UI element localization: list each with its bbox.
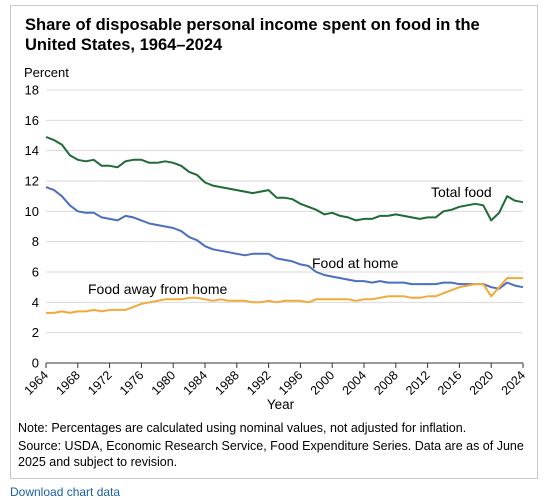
total-food-label: Total food <box>431 184 492 200</box>
x-tick-label: 1976 <box>117 368 147 398</box>
x-tick-label: 2012 <box>403 368 433 398</box>
x-tick-label: 1972 <box>85 368 115 398</box>
y-tick-label: 0 <box>32 356 39 371</box>
chart-source: Source: USDA, Economic Research Service,… <box>18 439 524 469</box>
x-tick-label: 2020 <box>467 368 497 398</box>
food-at-home-line <box>45 186 524 290</box>
chart-title: Share of disposable personal income spen… <box>25 16 480 54</box>
y-tick-label: 18 <box>25 83 39 98</box>
x-tick-label: 2004 <box>340 368 370 398</box>
x-axis-title: Year <box>267 397 295 412</box>
food-at-home-label: Food at home <box>312 255 399 271</box>
chart-note: Note: Percentages are calculated using n… <box>18 421 467 435</box>
y-tick-label: 16 <box>25 113 39 128</box>
y-tick-label: 4 <box>32 295 39 310</box>
x-tick-label: 2008 <box>371 368 401 398</box>
download-data-link[interactable]: Download chart data <box>10 485 121 499</box>
x-tick-label: 1964 <box>22 368 52 398</box>
food-away-from-home-label: Food away from home <box>88 281 227 297</box>
food-away-from-home-line <box>46 277 523 314</box>
y-tick-label: 6 <box>32 265 39 280</box>
y-tick-label: 8 <box>32 234 39 249</box>
x-tick-label: 2024 <box>499 368 529 398</box>
y-tick-label: 2 <box>32 325 39 340</box>
x-tick-label: 2000 <box>308 368 338 398</box>
y-axis-title: Percent <box>24 65 69 80</box>
x-tick-label: 1992 <box>244 368 274 398</box>
x-tick-label: 1984 <box>181 368 211 398</box>
x-tick-label: 1988 <box>212 368 242 398</box>
y-tick-label: 10 <box>25 204 39 219</box>
y-tick-label: 14 <box>25 143 39 158</box>
x-tick-label: 2016 <box>435 368 465 398</box>
total-food-line <box>45 136 524 222</box>
y-tick-label: 12 <box>25 174 39 189</box>
x-tick-label: 1980 <box>149 368 179 398</box>
x-tick-label: 1968 <box>53 368 83 398</box>
x-tick-label: 1996 <box>276 368 306 398</box>
